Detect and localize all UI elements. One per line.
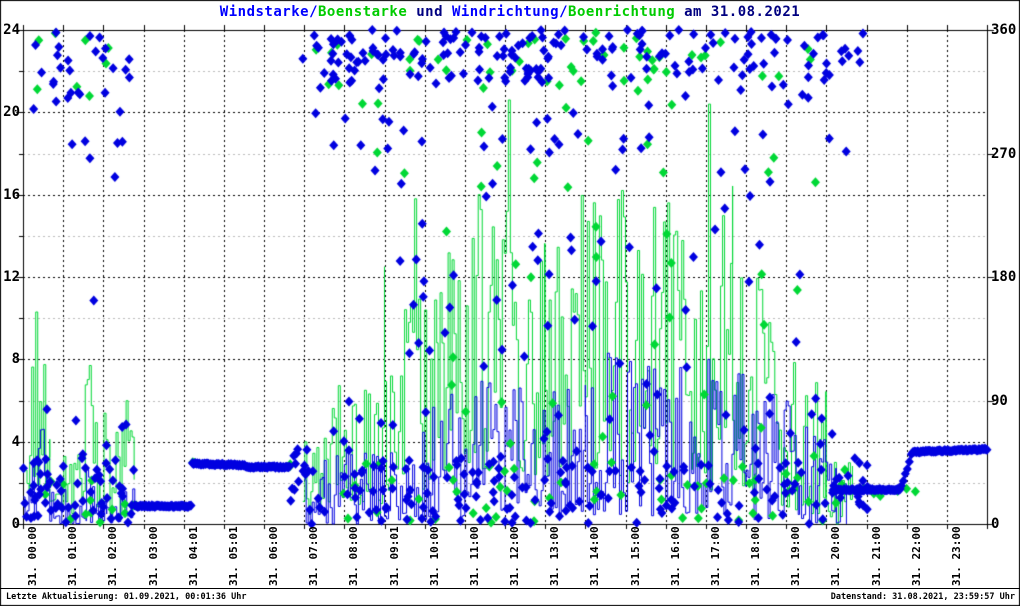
x-tick-label: 31. 13:00 [548, 526, 562, 586]
y-right-tick-label: 360 [991, 22, 1017, 38]
windstaerke-label: Windstarke/ [219, 4, 318, 20]
y-left-tick-label: 16 [3, 186, 20, 203]
x-tick-label: 31. 06:00 [267, 526, 280, 586]
x-tick-label: 31. 00:00 [26, 526, 39, 586]
x-tick-label: 31. 10:00 [427, 526, 441, 586]
y-right-tick-label: 180 [991, 269, 1017, 285]
x-tick-label: 31. 16:00 [668, 526, 682, 586]
x-tick-label: 31. 04:01 [186, 526, 200, 586]
x-tick-label: 31. 07:00 [307, 526, 321, 586]
y-right-tick-label: 270 [991, 145, 1017, 162]
x-tick-label: 31. 02:00 [106, 526, 120, 586]
boenstaerke-label: Boenstarke [318, 4, 408, 20]
footer-separator [0, 588, 1020, 589]
x-tick-label: 31. 09:01 [387, 526, 401, 586]
x-tick-label: 31. 08:00 [347, 526, 361, 586]
x-tick-label: 31. 05:01 [226, 526, 240, 586]
x-tick-label: 31. 22:00 [909, 526, 923, 586]
x-tick-label: 31. 12:00 [508, 526, 521, 586]
y-right-tick-label: 90 [991, 392, 1008, 409]
chart-title: Windstarke/Boenstarke und Windrichtung/B… [0, 4, 1020, 20]
footer-last-update: Letzte Aktualisierung: 01.09.2021, 00:01… [6, 592, 247, 602]
x-tick-label: 31. 21:00 [869, 526, 883, 586]
footer-data-state: Datenstand: 31.08.2021, 23:59:57 Uhr [830, 592, 1015, 602]
und-text: und [407, 4, 452, 20]
x-tick-label: 31. 18:00 [749, 526, 762, 586]
y-left-tick-label: 20 [3, 104, 20, 121]
y-right-tick-label: 0 [991, 516, 1000, 532]
x-tick-label: 31. 01:00 [66, 526, 80, 586]
y-left-tick-label: 4 [11, 433, 20, 450]
x-tick-label: 31. 20:00 [829, 526, 843, 586]
boenrichtung-label: Boenrichtung [568, 4, 676, 20]
x-tick-label: 31. 19:00 [789, 526, 803, 586]
x-tick-label: 31. 17:00 [708, 526, 722, 586]
x-tick-label: 31. 15:00 [628, 526, 642, 586]
x-tick-label: 31. 11:00 [467, 526, 481, 586]
y-left-tick-label: 24 [3, 22, 20, 38]
date-text: am 31.08.2021 [675, 4, 801, 20]
y-left-tick-label: 12 [3, 269, 20, 285]
y-left-tick-label: 8 [11, 351, 20, 368]
windrichtung-label: Windrichtung/ [451, 4, 569, 20]
x-tick-label: 31. 14:00 [588, 526, 602, 586]
x-tick-label: 31. 03:00 [146, 526, 160, 586]
y-left-tick-label: 0 [11, 516, 20, 532]
x-tick-label: 31. 23:00 [949, 526, 963, 586]
